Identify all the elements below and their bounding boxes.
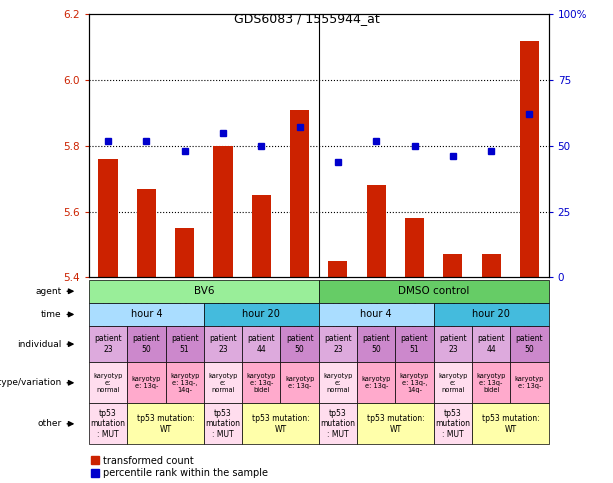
Bar (367, 185, 386, 277)
Text: patient
23: patient 23 (439, 334, 466, 354)
Text: tp53 mutation:
WT: tp53 mutation: WT (367, 414, 424, 434)
Text: hour 4: hour 4 (131, 310, 162, 319)
Text: tp53 mutation:
WT: tp53 mutation: WT (251, 414, 310, 434)
Text: karyotyp
e: 13q-: karyotyp e: 13q- (285, 376, 314, 389)
Text: karyotyp
e: 13q-,
14q-: karyotyp e: 13q-, 14q- (170, 373, 199, 393)
Text: patient
50: patient 50 (132, 334, 160, 354)
Text: karyotyp
e: 13q-
bidel: karyotyp e: 13q- bidel (476, 373, 506, 393)
Text: patient
44: patient 44 (478, 334, 505, 354)
Bar (137, 188, 156, 277)
Text: karyotyp
e: 13q-: karyotyp e: 13q- (515, 376, 544, 389)
Text: hour 20: hour 20 (472, 310, 510, 319)
Bar (329, 261, 348, 277)
Text: genotype/variation: genotype/variation (0, 378, 62, 387)
Text: patient
44: patient 44 (248, 334, 275, 354)
Bar (520, 41, 539, 277)
Text: karyotyp
e: 13q-: karyotyp e: 13q- (132, 376, 161, 389)
Text: tp53
mutation
: MUT: tp53 mutation : MUT (91, 409, 126, 439)
Text: karyotyp
e:
normal: karyotyp e: normal (438, 373, 468, 393)
Text: agent: agent (36, 287, 62, 296)
Text: tp53 mutation:
WT: tp53 mutation: WT (137, 414, 194, 434)
Text: patient
51: patient 51 (401, 334, 428, 354)
Text: patient
23: patient 23 (209, 334, 237, 354)
Text: patient
50: patient 50 (362, 334, 390, 354)
Text: karyotyp
e: 13q-: karyotyp e: 13q- (362, 376, 391, 389)
Text: karyotyp
e:
normal: karyotyp e: normal (208, 373, 238, 393)
Text: patient
50: patient 50 (286, 334, 313, 354)
Bar (213, 146, 232, 277)
Text: karyotyp
e:
normal: karyotyp e: normal (93, 373, 123, 393)
Text: GDS6083 / 1555944_at: GDS6083 / 1555944_at (234, 12, 379, 25)
Bar (290, 110, 309, 277)
Text: karyotyp
e:
normal: karyotyp e: normal (323, 373, 352, 393)
Bar (405, 218, 424, 277)
Text: time: time (41, 310, 62, 319)
Legend: transformed count, percentile rank within the sample: transformed count, percentile rank withi… (88, 452, 272, 483)
Text: DMSO control: DMSO control (398, 286, 470, 296)
Text: tp53 mutation:
WT: tp53 mutation: WT (481, 414, 539, 434)
Text: patient
23: patient 23 (324, 334, 352, 354)
Bar (482, 254, 501, 277)
Text: tp53
mutation
: MUT: tp53 mutation : MUT (205, 409, 240, 439)
Text: hour 20: hour 20 (242, 310, 280, 319)
Text: karyotyp
e: 13q-
bidel: karyotyp e: 13q- bidel (246, 373, 276, 393)
Text: tp53
mutation
: MUT: tp53 mutation : MUT (435, 409, 470, 439)
Bar (99, 159, 118, 277)
Text: karyotyp
e: 13q-,
14q-: karyotyp e: 13q-, 14q- (400, 373, 429, 393)
Text: patient
23: patient 23 (94, 334, 122, 354)
Text: BV6: BV6 (194, 286, 214, 296)
Text: individual: individual (17, 340, 62, 349)
Text: tp53
mutation
: MUT: tp53 mutation : MUT (321, 409, 356, 439)
Text: patient
51: patient 51 (171, 334, 199, 354)
Bar (443, 254, 462, 277)
Text: other: other (37, 419, 62, 428)
Text: hour 4: hour 4 (360, 310, 392, 319)
Bar (252, 195, 271, 277)
Text: patient
50: patient 50 (516, 334, 543, 354)
Bar (175, 228, 194, 277)
